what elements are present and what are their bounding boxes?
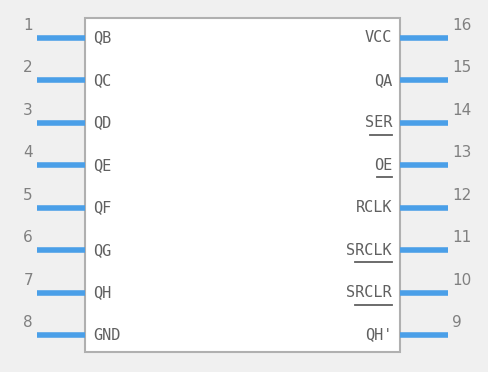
Text: QH': QH' <box>365 327 392 343</box>
Text: QE: QE <box>93 158 111 173</box>
Text: QH: QH <box>93 285 111 300</box>
Text: QA: QA <box>374 73 392 88</box>
Text: 5: 5 <box>23 188 33 203</box>
Text: 7: 7 <box>23 273 33 288</box>
Text: 12: 12 <box>452 188 471 203</box>
Text: QC: QC <box>93 73 111 88</box>
Text: QF: QF <box>93 200 111 215</box>
Text: 13: 13 <box>452 145 471 160</box>
Text: 10: 10 <box>452 273 471 288</box>
Text: GND: GND <box>93 327 121 343</box>
Text: 9: 9 <box>452 315 462 330</box>
Text: SRCLR: SRCLR <box>346 285 392 300</box>
Text: QB: QB <box>93 31 111 45</box>
Text: 6: 6 <box>23 230 33 245</box>
Text: 14: 14 <box>452 103 471 118</box>
Text: SRCLK: SRCLK <box>346 243 392 258</box>
Text: QG: QG <box>93 243 111 258</box>
Text: VCC: VCC <box>365 31 392 45</box>
Text: 15: 15 <box>452 60 471 76</box>
Text: RCLK: RCLK <box>355 200 392 215</box>
Text: 16: 16 <box>452 18 471 33</box>
Text: 2: 2 <box>23 60 33 76</box>
Text: 4: 4 <box>23 145 33 160</box>
Text: 1: 1 <box>23 18 33 33</box>
Text: 8: 8 <box>23 315 33 330</box>
Text: 11: 11 <box>452 230 471 245</box>
Text: OE: OE <box>374 158 392 173</box>
Text: 3: 3 <box>23 103 33 118</box>
Text: SER: SER <box>365 115 392 130</box>
Bar <box>85 18 400 352</box>
Text: QD: QD <box>93 115 111 130</box>
